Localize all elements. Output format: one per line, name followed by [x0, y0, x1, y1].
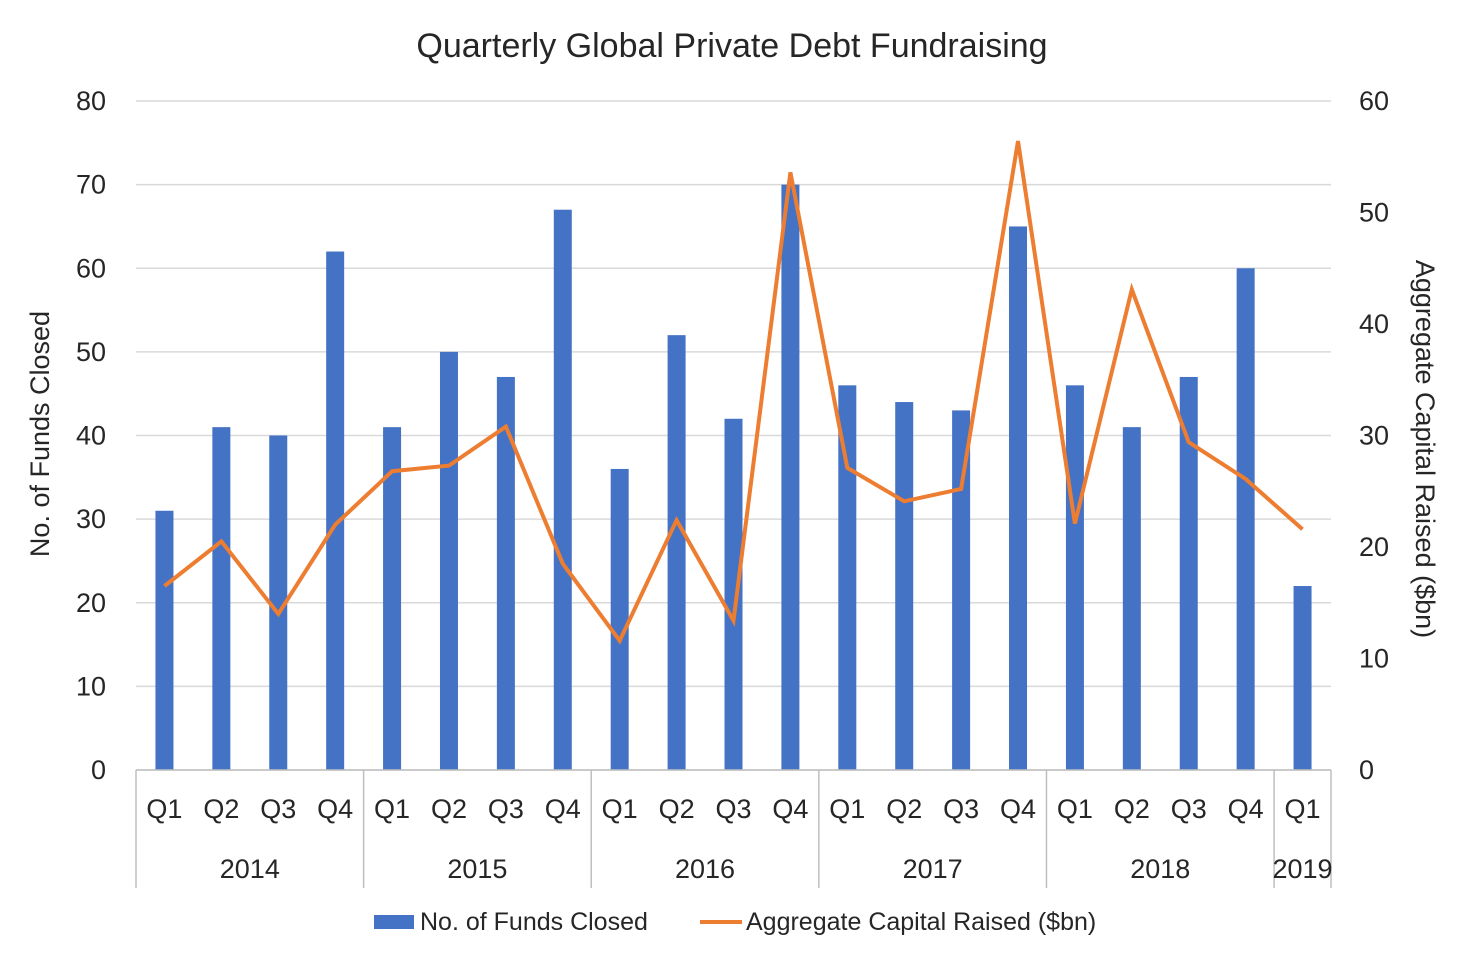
x-tick-label: Q2	[1114, 794, 1150, 824]
x-group-label: 2015	[447, 854, 507, 884]
x-tick-label: Q2	[203, 794, 239, 824]
y-tick-label: 50	[76, 337, 106, 367]
x-tick-label: Q2	[431, 794, 467, 824]
bar	[1009, 226, 1028, 770]
y2-tick-label: 50	[1359, 198, 1389, 228]
bar	[1179, 376, 1198, 770]
x-tick-label: Q1	[374, 794, 410, 824]
y2-tick-label: 20	[1359, 532, 1389, 562]
x-tick-label: Q3	[943, 794, 979, 824]
bar-series	[155, 184, 1312, 770]
right-axis-ticks: 0 10 20 30 40 50 60	[1359, 86, 1389, 785]
x-group-label: 2014	[220, 854, 280, 884]
legend-swatch-funds	[374, 915, 414, 929]
bar	[1236, 268, 1255, 770]
x-tick-label: Q2	[886, 794, 922, 824]
bar	[667, 335, 686, 770]
y2-tick-label: 60	[1359, 86, 1389, 116]
x-tick-label: Q1	[602, 794, 638, 824]
y-axis-title: No. of Funds Closed	[25, 311, 55, 557]
bar	[1293, 586, 1312, 770]
y2-axis-title: Aggregate Capital Raised ($bn)	[1410, 260, 1440, 638]
x-tick-label: Q1	[829, 794, 865, 824]
x-group-label: 2017	[903, 854, 963, 884]
y2-tick-label: 30	[1359, 421, 1389, 451]
y-tick-label: 80	[76, 86, 106, 116]
x-tick-label: Q1	[146, 794, 182, 824]
x-tick-label: Q3	[715, 794, 751, 824]
y2-tick-label: 40	[1359, 309, 1389, 339]
y-tick-label: 30	[76, 504, 106, 534]
legend-label-capital: Aggregate Capital Raised ($bn)	[746, 908, 1096, 936]
legend-label-funds: No. of Funds Closed	[420, 908, 648, 936]
y-tick-label: 0	[91, 755, 106, 785]
legend: No. of Funds Closed Aggregate Capital Ra…	[374, 908, 1096, 936]
bar	[610, 468, 629, 770]
x-tick-label: Q3	[488, 794, 524, 824]
bar	[1122, 427, 1141, 770]
x-tick-label: Q4	[317, 794, 353, 824]
bar	[383, 427, 402, 770]
left-axis-ticks: 0 10 20 30 40 50 60 70 80	[76, 86, 106, 785]
x-tick-label: Q2	[659, 794, 695, 824]
x-tick-label: Q3	[1171, 794, 1207, 824]
x-tick-label: Q1	[1057, 794, 1093, 824]
y-tick-label: 10	[76, 671, 106, 701]
bar	[724, 418, 743, 770]
x-tick-label: Q1	[1285, 794, 1321, 824]
line-series	[163, 140, 1304, 645]
bar	[155, 510, 174, 770]
bar	[781, 184, 800, 770]
y-tick-label: 40	[76, 421, 106, 451]
y-tick-label: 20	[76, 588, 106, 618]
y2-tick-label: 0	[1359, 755, 1374, 785]
bar	[1065, 385, 1084, 770]
bar	[326, 251, 345, 770]
x-axis-categories: Q1 Q2 Q3 Q4 Q1 Q2 Q3 Q4 Q1 Q2 Q3 Q4 Q1 Q2 Q3 Q4 Q1 Q2 Q3 Q4…	[146, 794, 1332, 884]
x-tick-label: Q4	[1228, 794, 1264, 824]
x-group-label: 2018	[1130, 854, 1190, 884]
x-group-label: 2016	[675, 854, 735, 884]
x-tick-label: Q4	[772, 794, 808, 824]
bar	[895, 402, 914, 770]
bar	[212, 427, 231, 770]
axes	[135, 769, 1332, 888]
x-tick-label: Q3	[260, 794, 296, 824]
x-tick-label: Q4	[545, 794, 581, 824]
capital-line	[163, 140, 1304, 645]
chart-title: Quarterly Global Private Debt Fundraisin…	[416, 27, 1047, 65]
x-tick-label: Q4	[1000, 794, 1036, 824]
y2-tick-label: 10	[1359, 644, 1389, 674]
bar	[496, 376, 515, 770]
bar	[269, 435, 288, 770]
x-group-label: 2019	[1273, 854, 1333, 884]
bar	[553, 209, 572, 770]
y-tick-label: 60	[76, 253, 106, 283]
bar	[439, 351, 458, 770]
y-tick-label: 70	[76, 170, 106, 200]
bar	[952, 410, 971, 770]
bar	[838, 385, 857, 770]
